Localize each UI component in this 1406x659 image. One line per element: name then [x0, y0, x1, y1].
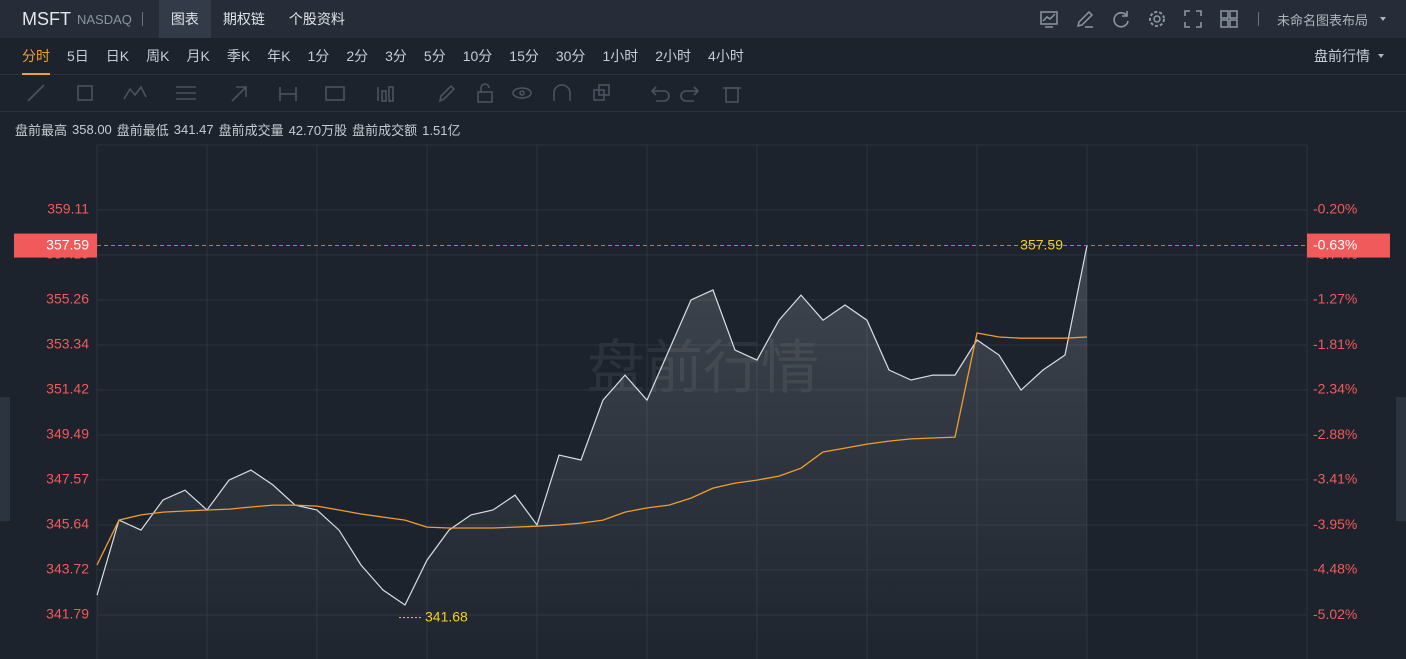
period-tab[interactable]: 日K: [105, 47, 130, 64]
caret: [1380, 17, 1386, 21]
y2-tick-label: -4.48%: [1313, 561, 1357, 577]
y2-tick-label: -3.41%: [1313, 471, 1357, 487]
right-handle[interactable]: [1396, 397, 1406, 521]
stat-value: 341.47: [173, 121, 214, 137]
period-tab[interactable]: 1小时: [602, 47, 639, 64]
y-tick-label: 351.42: [46, 381, 89, 397]
stat-label: 盘前最高: [15, 122, 68, 138]
y2-tick-label: -0.20%: [1313, 200, 1357, 216]
period-tab[interactable]: 月K: [186, 47, 210, 64]
price-area: [97, 245, 1087, 659]
refresh-icon[interactable]: [1110, 8, 1132, 30]
tab[interactable]: 图表: [158, 0, 211, 38]
fullscreen-icon[interactable]: [1182, 8, 1204, 30]
period-tab[interactable]: 2小时: [655, 47, 692, 64]
high-annotation: 357.59: [1020, 236, 1063, 252]
stat-value: 358.00: [72, 121, 112, 137]
y2-tick-label: -2.88%: [1313, 426, 1357, 442]
y-tick-label: 341.79: [46, 606, 89, 622]
drawing-toolbar: [0, 75, 1406, 112]
y-tick-label: 345.64: [46, 516, 89, 532]
period-tab[interactable]: 季K: [226, 47, 251, 64]
y-tick-label: 353.34: [46, 336, 89, 352]
y-tick-label: 359.11: [47, 201, 89, 217]
session-menu[interactable]: 盘前行情: [1314, 48, 1370, 64]
last-pct-tag: [1307, 233, 1390, 258]
average-line: [96, 332, 1088, 566]
stats-bar: 盘前最高 358.00 盘前最低 341.47 盘前成交量 42.70万股 盘前成交额 1.5…: [0, 118, 1406, 140]
exchange: NASDAQ: [77, 11, 132, 27]
stat-label: 盘前最低: [116, 122, 169, 138]
tab[interactable]: 个股资料: [288, 11, 345, 27]
period-tab[interactable]: 15分: [509, 47, 539, 64]
y2-tick-label: -1.81%: [1313, 336, 1357, 352]
stat-label: 盘前成交量: [218, 122, 284, 138]
y-tick-label: 343.72: [46, 561, 89, 577]
caret: [1378, 54, 1384, 58]
stat-label: 盘前成交额: [352, 122, 418, 138]
period-tab[interactable]: 1分: [307, 47, 330, 64]
edit-tools[interactable]: [434, 81, 774, 105]
period-tab[interactable]: 周K: [146, 47, 170, 64]
period-tab[interactable]: 10分: [462, 47, 493, 64]
y-tick-label: 347.57: [46, 471, 89, 487]
symbol: MSFT: [22, 8, 71, 29]
period-tab[interactable]: 4小时: [708, 47, 744, 64]
separator: [141, 12, 143, 26]
tab[interactable]: 期权链: [222, 11, 265, 27]
draw-icon[interactable]: [1074, 8, 1096, 30]
last-price-label: 357.59: [46, 236, 89, 252]
y2-tick-label: -1.27%: [1313, 290, 1357, 306]
period-tab[interactable]: 年K: [267, 47, 291, 64]
stat-value: 1.51亿: [422, 122, 461, 138]
toolbar-icons: 未命名图表布局: [1038, 8, 1376, 30]
layout-icon[interactable]: [1218, 8, 1240, 30]
price-line: [96, 245, 1088, 606]
settings-icon[interactable]: [1146, 8, 1168, 30]
period-tab[interactable]: 30分: [555, 47, 586, 64]
period-tab[interactable]: 5日: [67, 47, 89, 64]
stat-value: 42.70万股: [288, 122, 348, 138]
top-bar: MSFT NASDAQ 图表 期权链 个股资料 未命名图表布局: [0, 0, 1406, 38]
separator: [1257, 12, 1259, 26]
tab-group: 图表 期权链 个股资料: [158, 0, 357, 38]
period-tab[interactable]: 2分: [346, 47, 369, 64]
layout-menu[interactable]: 未命名图表布局: [1276, 12, 1368, 28]
y-tick-label: 355.26: [46, 291, 89, 307]
period-bar: 分时 5日 日K 周K 月K 季K 年K 1分 2分 3分 5分 10分 15分 30分 1小时 2小时 4小时…: [0, 38, 1406, 75]
low-annotation: 341.68: [425, 608, 468, 624]
y2-tick-label: -2.34%: [1313, 381, 1357, 397]
y2-tick-label: -3.95%: [1313, 516, 1357, 532]
last-pct-label: -0.63%: [1313, 236, 1357, 252]
y-tick-label: 349.49: [46, 426, 89, 442]
period-tab[interactable]: 3分: [385, 47, 407, 64]
period-tab[interactable]: 分时: [22, 38, 50, 75]
indicator-icon[interactable]: [1038, 8, 1060, 30]
period-tab[interactable]: 5分: [423, 47, 446, 64]
last-price-tag: [14, 233, 97, 258]
draw-tools[interactable]: [24, 81, 404, 105]
y2-tick-label: -5.02%: [1313, 606, 1357, 622]
left-handle[interactable]: [0, 397, 10, 521]
